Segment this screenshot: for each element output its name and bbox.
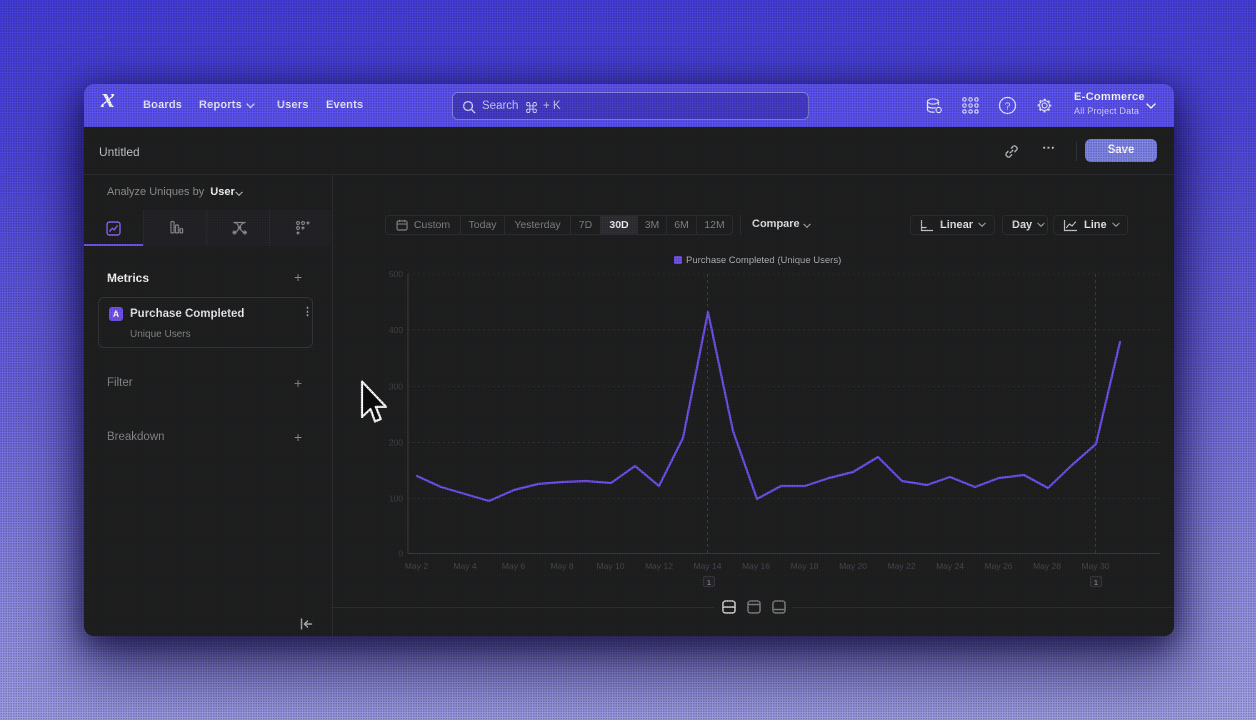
svg-text:200: 200 — [389, 438, 403, 448]
svg-text:May 10: May 10 — [597, 561, 625, 571]
svg-text:May 16: May 16 — [742, 561, 770, 571]
svg-text:0: 0 — [398, 549, 403, 559]
svg-text:May 20: May 20 — [839, 561, 867, 571]
svg-text:May 14: May 14 — [694, 561, 722, 571]
svg-text:May 8: May 8 — [550, 561, 573, 571]
svg-text:May 4: May 4 — [453, 561, 476, 571]
svg-text:100: 100 — [389, 494, 403, 504]
svg-text:?: ? — [1005, 100, 1011, 112]
svg-text:May 22: May 22 — [888, 561, 916, 571]
svg-text:May 24: May 24 — [936, 561, 964, 571]
svg-text:400: 400 — [389, 325, 403, 335]
svg-text:May 28: May 28 — [1033, 561, 1061, 571]
svg-text:May 2: May 2 — [405, 561, 428, 571]
svg-text:May 30: May 30 — [1082, 561, 1110, 571]
svg-text:May 6: May 6 — [502, 561, 525, 571]
svg-text:500: 500 — [389, 269, 403, 279]
svg-text:May 26: May 26 — [985, 561, 1013, 571]
svg-text:May 18: May 18 — [791, 561, 819, 571]
svg-text:May 12: May 12 — [645, 561, 673, 571]
svg-text:300: 300 — [389, 382, 403, 392]
